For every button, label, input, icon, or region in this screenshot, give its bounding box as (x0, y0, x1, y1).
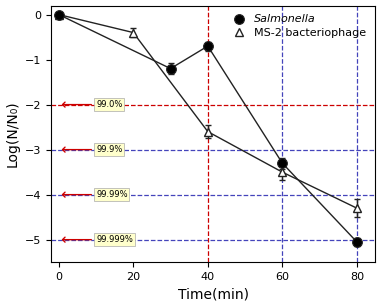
Legend: Salmonella, MS-2 bacteriophage: Salmonella, MS-2 bacteriophage (226, 11, 370, 41)
Text: 99.999%: 99.999% (62, 235, 133, 244)
MS-2 bacteriophage (131, 31, 136, 34)
Line: Salmonella: Salmonella (54, 10, 362, 247)
Salmonella (168, 67, 173, 70)
MS-2 bacteriophage (280, 170, 285, 174)
Salmonella (56, 13, 61, 16)
MS-2 bacteriophage (205, 130, 210, 134)
Salmonella (205, 44, 210, 48)
Line: MS-2 bacteriophage: MS-2 bacteriophage (54, 10, 361, 212)
MS-2 bacteriophage (355, 206, 359, 210)
Salmonella (280, 161, 285, 165)
Salmonella (355, 240, 359, 244)
MS-2 bacteriophage (56, 13, 61, 16)
X-axis label: Time(min): Time(min) (178, 287, 249, 301)
Text: 99.0%: 99.0% (62, 100, 122, 109)
Y-axis label: Log(N/N₀): Log(N/N₀) (6, 101, 19, 167)
Text: 99.9%: 99.9% (62, 145, 122, 154)
Text: 99.99%: 99.99% (62, 190, 128, 199)
